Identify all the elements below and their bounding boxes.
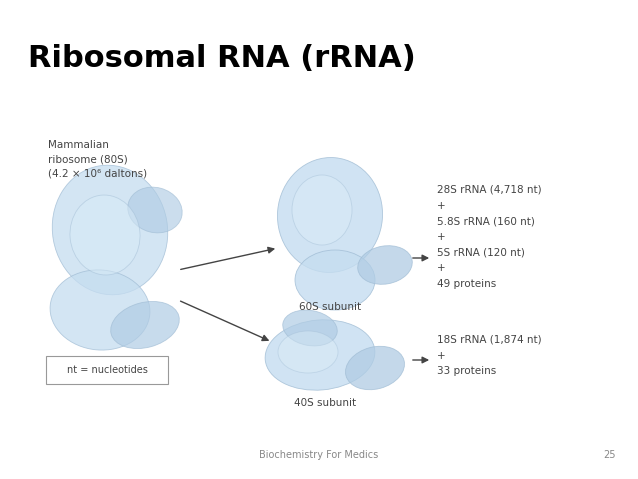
Ellipse shape — [52, 165, 168, 295]
Ellipse shape — [70, 195, 140, 275]
Ellipse shape — [358, 246, 412, 285]
Ellipse shape — [111, 301, 179, 349]
Ellipse shape — [346, 346, 404, 390]
Ellipse shape — [295, 250, 375, 310]
Ellipse shape — [278, 331, 338, 373]
Text: 18S rRNA (1,874 nt)
+
33 proteins: 18S rRNA (1,874 nt) + 33 proteins — [437, 335, 542, 376]
Text: Biochemistry For Medics: Biochemistry For Medics — [260, 450, 378, 460]
Text: Mammalian
ribosome (80S)
(4.2 × 10⁶ daltons): Mammalian ribosome (80S) (4.2 × 10⁶ dalt… — [48, 140, 147, 179]
Ellipse shape — [292, 175, 352, 245]
Ellipse shape — [128, 187, 182, 233]
Text: 60S subunit: 60S subunit — [299, 302, 361, 312]
Ellipse shape — [50, 270, 150, 350]
Text: 28S rRNA (4,718 nt)
+
5.8S rRNA (160 nt)
+
5S rRNA (120 nt)
+
49 proteins: 28S rRNA (4,718 nt) + 5.8S rRNA (160 nt)… — [437, 185, 542, 289]
FancyBboxPatch shape — [46, 356, 168, 384]
Ellipse shape — [278, 158, 383, 273]
Text: nt = nucleotides: nt = nucleotides — [66, 365, 147, 375]
Text: Ribosomal RNA (rRNA): Ribosomal RNA (rRNA) — [28, 44, 416, 73]
Text: 40S subunit: 40S subunit — [294, 398, 356, 408]
Text: 25: 25 — [604, 450, 616, 460]
Ellipse shape — [283, 310, 338, 346]
Ellipse shape — [265, 320, 375, 390]
